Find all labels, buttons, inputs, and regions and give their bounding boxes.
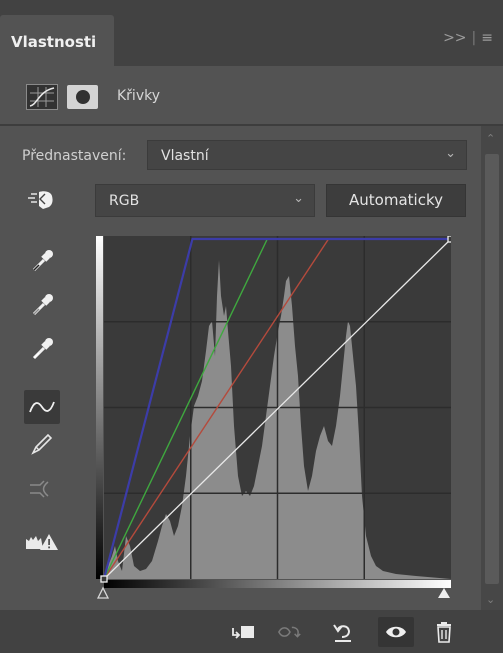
scroll-thumb[interactable] bbox=[485, 154, 499, 584]
toggle-visibility-icon[interactable] bbox=[378, 617, 414, 647]
header-divider bbox=[0, 124, 503, 126]
preset-label: Přednastavení: bbox=[22, 148, 127, 164]
red-curve[interactable] bbox=[103, 238, 330, 580]
input-gradient-bar bbox=[104, 580, 451, 588]
scroll-up-icon[interactable]: ⌃ bbox=[486, 132, 496, 145]
chevron-down-icon: ⌄ bbox=[293, 191, 304, 206]
preset-value: Vlastní bbox=[161, 148, 209, 164]
channel-dropdown[interactable]: RGB ⌄ bbox=[95, 184, 315, 217]
on-image-adjust-icon[interactable] bbox=[24, 183, 60, 217]
top-controls-divider: | bbox=[471, 30, 477, 46]
reset-defaults-icon[interactable] bbox=[330, 620, 356, 644]
rgb-curve[interactable] bbox=[103, 238, 452, 580]
adjustment-title: Křivky bbox=[117, 88, 161, 104]
curves-graph-canvas[interactable] bbox=[96, 235, 455, 616]
blue-curve[interactable] bbox=[102, 237, 451, 580]
edit-points-curve-icon[interactable] bbox=[24, 390, 60, 424]
gray-point-eyedropper-icon[interactable] bbox=[24, 288, 60, 322]
panel-scrollbar[interactable]: ⌃ ⌄ bbox=[481, 126, 503, 610]
adjustment-header: Křivky bbox=[0, 66, 503, 124]
chevron-down-icon: ⌄ bbox=[445, 146, 456, 161]
preset-dropdown[interactable]: Vlastní ⌄ bbox=[147, 140, 467, 170]
view-previous-state-icon[interactable] bbox=[277, 620, 303, 644]
clipping-warning-icon[interactable] bbox=[24, 525, 60, 559]
channel-value: RGB bbox=[109, 193, 140, 209]
panel-top-bar: Vlastnosti >> | ≡ bbox=[0, 0, 503, 66]
scroll-down-icon[interactable]: ⌄ bbox=[486, 593, 496, 606]
curve-point-white[interactable] bbox=[447, 235, 455, 243]
collapse-panel-icon[interactable]: >> bbox=[443, 30, 467, 46]
auto-button[interactable]: Automaticky bbox=[326, 184, 466, 217]
delete-adjustment-icon[interactable] bbox=[431, 620, 457, 644]
clip-to-layer-icon[interactable] bbox=[230, 620, 256, 644]
curves bbox=[100, 235, 455, 583]
curves-adjustment-icon[interactable] bbox=[26, 84, 58, 110]
smooth-curve-icon[interactable] bbox=[24, 472, 60, 506]
panel-top-controls: >> | ≡ bbox=[443, 30, 493, 46]
grid bbox=[104, 236, 451, 579]
draw-pencil-icon[interactable] bbox=[24, 427, 60, 461]
black-input-slider[interactable] bbox=[96, 586, 110, 599]
black-point-eyedropper-icon[interactable] bbox=[24, 244, 60, 278]
curves-graph[interactable] bbox=[96, 235, 455, 616]
green-curve[interactable] bbox=[103, 238, 268, 580]
tab-properties-label: Vlastnosti bbox=[11, 33, 97, 51]
tab-properties[interactable]: Vlastnosti bbox=[0, 15, 114, 66]
output-gradient-bar bbox=[96, 236, 103, 579]
curve-point-black[interactable] bbox=[100, 575, 108, 583]
layer-mask-icon[interactable] bbox=[67, 85, 98, 109]
white-input-slider[interactable] bbox=[438, 588, 450, 598]
white-point-eyedropper-icon[interactable] bbox=[24, 332, 60, 366]
panel-bottom-bar bbox=[0, 610, 503, 653]
panel-menu-icon[interactable]: ≡ bbox=[481, 30, 493, 46]
